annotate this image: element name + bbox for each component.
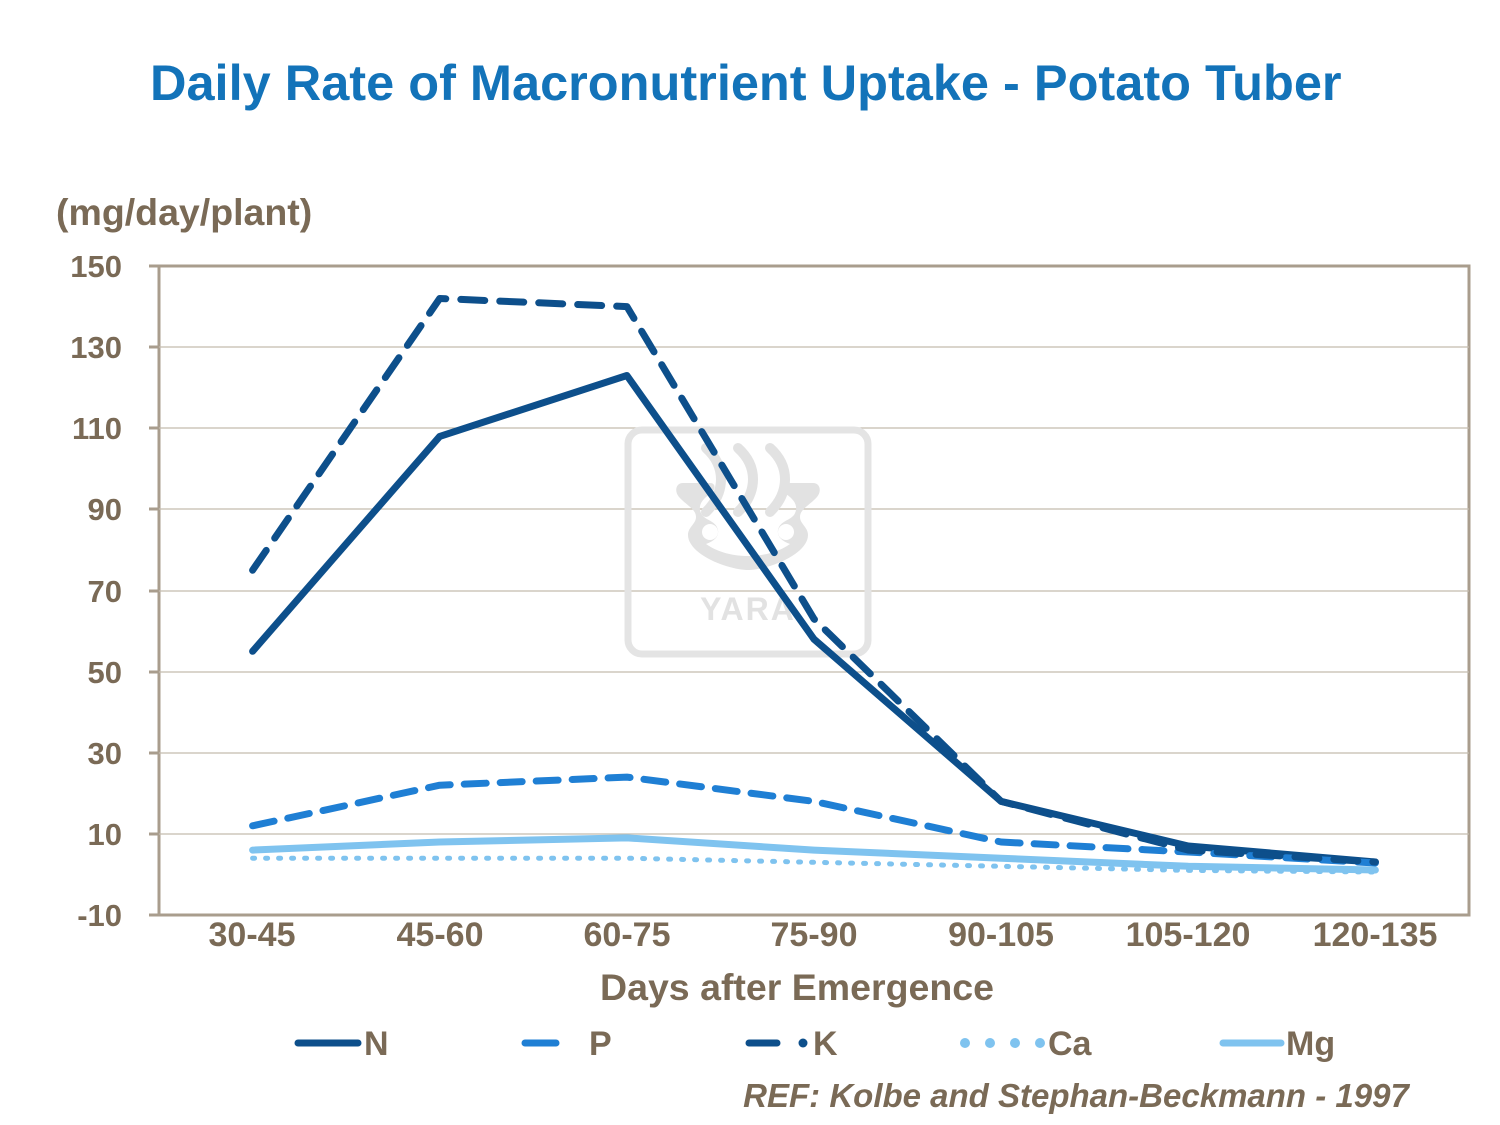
svg-text:110: 110 xyxy=(72,411,122,446)
svg-text:90: 90 xyxy=(88,492,122,527)
svg-text:30-45: 30-45 xyxy=(209,916,296,954)
svg-text:Days after Emergence: Days after Emergence xyxy=(600,966,994,1008)
svg-text:150: 150 xyxy=(70,249,122,284)
svg-text:50: 50 xyxy=(88,655,122,690)
svg-text:60-75: 60-75 xyxy=(584,916,671,954)
svg-text:Mg: Mg xyxy=(1286,1025,1335,1063)
svg-text:45-60: 45-60 xyxy=(397,916,484,954)
svg-text:Ca: Ca xyxy=(1048,1025,1093,1063)
svg-text:120-135: 120-135 xyxy=(1313,916,1438,954)
svg-text:10: 10 xyxy=(88,817,122,852)
svg-text:P: P xyxy=(589,1025,612,1063)
svg-text:75-90: 75-90 xyxy=(771,916,858,954)
svg-text:90-105: 90-105 xyxy=(948,916,1054,954)
svg-text:REF: Kolbe and Stephan-Beckman: REF: Kolbe and Stephan-Beckmann - 1997 xyxy=(743,1077,1410,1114)
svg-text:Daily Rate of Macronutrient Up: Daily Rate of Macronutrient Uptake - Pot… xyxy=(150,54,1342,111)
svg-text:105-120: 105-120 xyxy=(1126,916,1251,954)
svg-text:30: 30 xyxy=(88,736,122,771)
svg-text:K: K xyxy=(813,1025,838,1063)
svg-text:130: 130 xyxy=(70,330,122,365)
svg-text:N: N xyxy=(364,1025,389,1063)
svg-text:70: 70 xyxy=(88,574,122,609)
svg-text:-10: -10 xyxy=(77,898,122,933)
svg-text:(mg/day/plant): (mg/day/plant) xyxy=(56,191,312,233)
